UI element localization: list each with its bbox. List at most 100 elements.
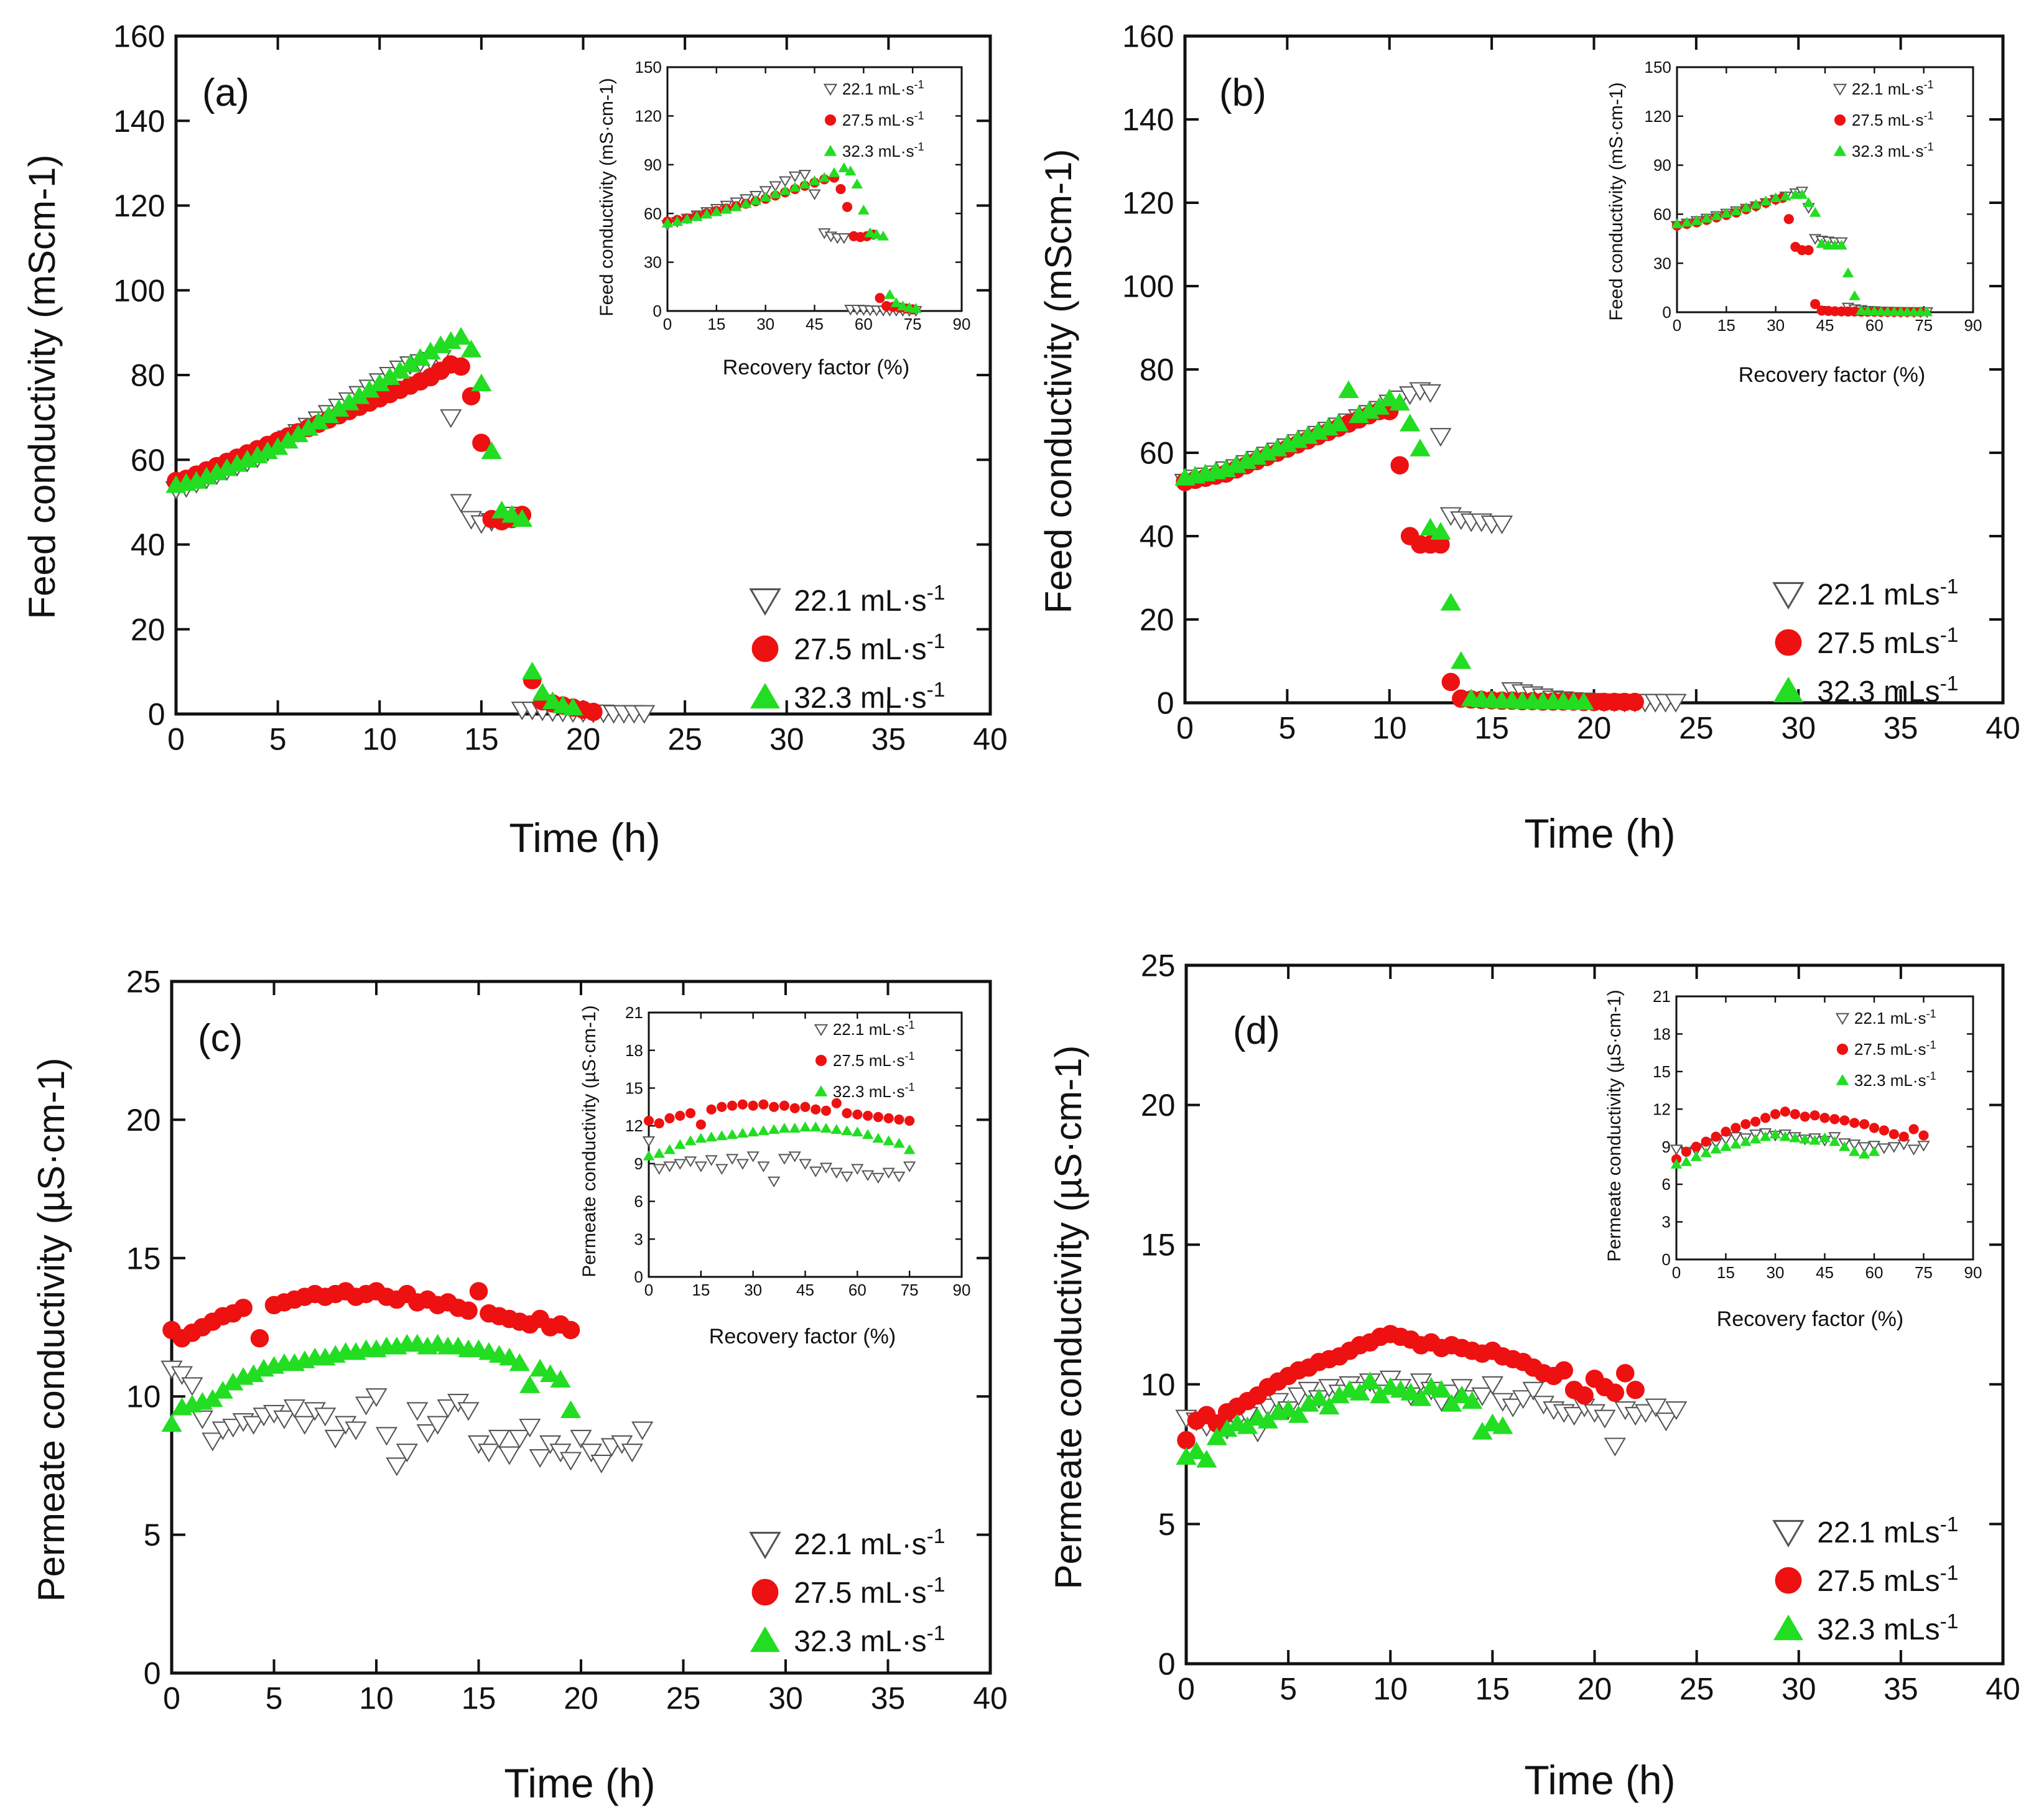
panel-d-legend-marker bbox=[1775, 1567, 1802, 1594]
panel-b-ytick-label: 0 bbox=[1157, 686, 1174, 721]
panel-d-inset-ytick-label: 3 bbox=[1661, 1213, 1670, 1231]
panel-d-legend-marker bbox=[1773, 1615, 1803, 1641]
panel-c-xtick-label: 35 bbox=[871, 1681, 906, 1716]
panel-c-point bbox=[273, 1410, 295, 1429]
panel-c-point bbox=[478, 1444, 500, 1463]
panel-c-inset-legend-label: 27.5 mL·s-1 bbox=[833, 1050, 915, 1070]
panel-a: (a) Time (h) Feed conductivity (mScm-1) bbox=[21, 72, 661, 861]
panel-b-inset-ytick-label: 90 bbox=[1653, 156, 1671, 175]
panel-b-inset-point bbox=[1721, 208, 1732, 218]
panel-c-inset-xtick-label: 45 bbox=[796, 1281, 814, 1299]
panel-c-point bbox=[529, 1449, 551, 1468]
panel-c-inset-point bbox=[903, 1161, 916, 1172]
panel-d-ytick-label: 10 bbox=[1141, 1367, 1176, 1402]
panel-c-point bbox=[529, 1358, 550, 1377]
panel-a-point bbox=[450, 494, 472, 513]
panel-a-plot: 0 5 10 15 20 25 30 35 40 0 20 40 60 80 100 120 140 160 22.… bbox=[113, 19, 1008, 757]
panel-c-point bbox=[540, 1364, 561, 1383]
panel-a-inset-point bbox=[818, 172, 830, 182]
panel-c-label: (c) bbox=[198, 1017, 243, 1060]
panel-d-inset-point bbox=[1918, 1130, 1929, 1141]
panel-b-xtick-label: 15 bbox=[1474, 711, 1509, 746]
panel-a-inset-ytick-label: 0 bbox=[653, 302, 661, 320]
panel-b-inset-point bbox=[1730, 205, 1742, 216]
panel-b-inset-point bbox=[1691, 215, 1703, 225]
panel-c-xtick-label: 10 bbox=[359, 1681, 394, 1716]
panel-a-inset-point bbox=[809, 175, 820, 185]
panel-b-inset-point bbox=[1711, 210, 1722, 220]
panel-d-inset-point bbox=[1720, 1141, 1732, 1151]
panel-d-point bbox=[1604, 1437, 1626, 1457]
panel-a-legend-label: 27.5 mL·s-1 bbox=[794, 629, 945, 666]
panel-d-point bbox=[1575, 1386, 1594, 1405]
panel-c-inset-point bbox=[852, 1109, 863, 1120]
panel-b-inset-point bbox=[1770, 192, 1782, 203]
panel-c-point bbox=[314, 1407, 337, 1427]
panel-b-inset-ytick-label: 30 bbox=[1653, 254, 1671, 272]
panel-c-inset-point bbox=[684, 1156, 697, 1167]
panel-a-inset-point bbox=[779, 185, 791, 195]
panel-b-ytick-label: 140 bbox=[1122, 103, 1174, 137]
panel-c-inset-series-2 bbox=[643, 1121, 916, 1161]
panel-d-point bbox=[1177, 1430, 1196, 1450]
panel-b-xtick-label: 25 bbox=[1679, 711, 1714, 746]
panel-b-inset-point bbox=[1921, 306, 1933, 317]
panel-b-point bbox=[1573, 692, 1594, 710]
panel-c-inset-point bbox=[769, 1101, 779, 1112]
panel-d-inset-ytick-label: 15 bbox=[1653, 1062, 1671, 1081]
panel-b-xlabel: Time (h) bbox=[1524, 810, 1675, 856]
panel-a-point bbox=[532, 682, 553, 701]
panel-b-point bbox=[1327, 414, 1349, 432]
panel-d-inset-legend-label: 32.3 mL·s-1 bbox=[1854, 1070, 1936, 1090]
panel-d-point bbox=[1665, 1401, 1688, 1421]
panel-d-point bbox=[1634, 1404, 1657, 1423]
panel-d-inset-xtick-label: 75 bbox=[1915, 1263, 1933, 1282]
panel-c-point bbox=[508, 1429, 531, 1449]
panel-d-inset-legend-label: 27.5 mL·s-1 bbox=[1854, 1039, 1936, 1059]
panel-d-xtick-label: 20 bbox=[1577, 1672, 1612, 1707]
panel-a-point bbox=[481, 441, 502, 460]
panel-d-legend: 22.1 mLs-1 27.5 mLs-1 32.3 mLs-1 bbox=[1772, 1513, 1958, 1646]
panel-c-inset-point bbox=[695, 1133, 707, 1143]
panel-d-point bbox=[1278, 1399, 1299, 1417]
panel-d-inset-point bbox=[1799, 1133, 1811, 1144]
panel-c-point bbox=[294, 1416, 316, 1435]
panel-c-series-0 bbox=[160, 1360, 654, 1477]
panel-c-inset-point bbox=[842, 1108, 852, 1119]
panel-c-inset-point bbox=[861, 1170, 875, 1182]
panel-c-inset-point bbox=[820, 1123, 832, 1133]
panel-a-inset-point bbox=[875, 292, 885, 304]
panel-c-xlabel: Time (h) bbox=[504, 1760, 655, 1806]
panel-c-inset-point bbox=[705, 1131, 717, 1142]
panel-c-point bbox=[560, 1400, 582, 1418]
panel-a-point bbox=[462, 387, 481, 406]
panel-c-inset-point bbox=[706, 1104, 717, 1115]
panel-d-inset-point bbox=[1710, 1143, 1722, 1154]
panel-b-point bbox=[1440, 593, 1461, 611]
panel-a-label: (a) bbox=[202, 72, 249, 114]
panel-a-ytick-label: 0 bbox=[148, 697, 165, 732]
panel-c-point bbox=[519, 1419, 541, 1438]
panel-c-inset-point bbox=[726, 1129, 738, 1139]
panel-c-inset-xtick-label: 0 bbox=[644, 1281, 653, 1299]
panel-c-inset-legend-marker bbox=[814, 1085, 828, 1097]
panel-a-inset-legend-label: 32.3 mL·s-1 bbox=[842, 141, 924, 160]
panel-b-inset-point bbox=[1671, 218, 1683, 229]
panel-a-inset-xlabel: Recovery factor (%) bbox=[723, 356, 909, 379]
panel-b-inset-point bbox=[1810, 299, 1821, 309]
panel-c-inset-point bbox=[758, 1125, 769, 1136]
panel-c-point bbox=[396, 1444, 418, 1463]
panel-b-xtick-label: 30 bbox=[1781, 711, 1816, 746]
panel-a-inset-legend: 22.1 mL·s-1 27.5 mL·s-1 32.3 mL·s-1 bbox=[823, 78, 924, 160]
panel-c-inset-point bbox=[674, 1159, 687, 1170]
panel-d-inset-point bbox=[1879, 1125, 1889, 1136]
panel-d-inset-xtick-label: 90 bbox=[1964, 1263, 1982, 1282]
panel-a-inset-series-2 bbox=[661, 162, 922, 313]
panel-a-legend-label: 22.1 mL·s-1 bbox=[794, 581, 945, 618]
panel-a-point bbox=[633, 705, 656, 724]
panel-b-inset-legend-marker bbox=[1833, 145, 1847, 156]
panel-c-xtick-label: 5 bbox=[266, 1681, 283, 1716]
panel-c-point bbox=[621, 1444, 643, 1463]
panel-b-inset-xtick-label: 90 bbox=[1964, 316, 1982, 335]
panel-a-xtick-label: 10 bbox=[362, 722, 397, 757]
